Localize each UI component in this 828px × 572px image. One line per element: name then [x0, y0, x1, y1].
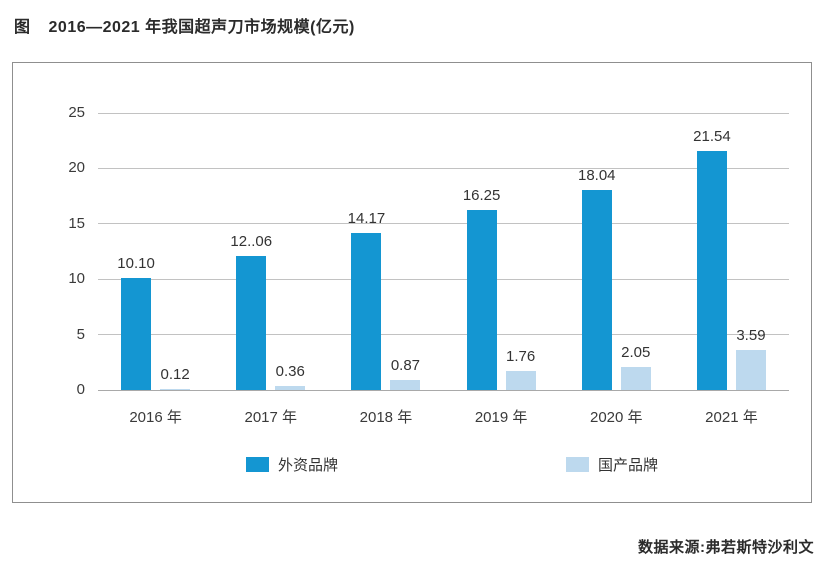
- bar-foreign: 18.04: [578, 167, 616, 390]
- x-tick-label: 2017 年: [244, 409, 298, 426]
- y-tick-label: 0: [76, 381, 85, 398]
- gridline-y15: [98, 223, 789, 225]
- plot-area: 0 5 10 15 20 25 10.10 0.12 12..06 0.36 14.17 0.87 16…: [68, 104, 789, 398]
- y-tick-label: 15: [68, 214, 85, 232]
- legend-item-domestic: 国产品牌: [565, 454, 658, 475]
- bar-value-label: 2.05: [621, 344, 651, 362]
- data-source: 数据来源:弗若斯特沙利文: [638, 539, 814, 556]
- bar-foreign: 12..06: [230, 233, 272, 390]
- x-tick-label: 2019 年: [474, 409, 528, 426]
- gridline-y0: [98, 389, 789, 391]
- y-tick-label: 25: [68, 104, 85, 121]
- bar-value-label: 0.12: [160, 365, 190, 383]
- bar-value-label: 1.76: [505, 347, 536, 365]
- gridline-y20: [98, 167, 789, 169]
- gridline-y25: [98, 112, 789, 114]
- x-axis: 2016 年 2017 年 2018 年 2019 年 2020 年 2021 年: [98, 406, 789, 427]
- bar-domestic: 3.59: [735, 327, 766, 390]
- bar-domestic: 0.36: [275, 363, 306, 390]
- figure-title: 图 2016—2021 年我国超声刀市场规模(亿元): [14, 13, 355, 37]
- bar-group-2020年: 18.04 2.05: [559, 113, 674, 390]
- legend: 外资品牌 国产品牌: [246, 454, 658, 475]
- bar-value-label: 18.04: [577, 167, 616, 185]
- bar-value-label: 10.10: [117, 255, 155, 273]
- bar-value-label: 0.36: [275, 363, 305, 381]
- bar-value-label: 14.17: [347, 210, 386, 227]
- chart-container: 0 5 10 15 20 25 10.10 0.12 12..06 0.36 14.17 0.87 16…: [12, 62, 812, 503]
- figure-label: 图: [14, 19, 31, 36]
- bar-domestic: 0.87: [390, 357, 421, 390]
- legend-swatch-foreign: [246, 457, 269, 472]
- bar-group-2017年: 12..06 0.36: [213, 113, 328, 390]
- legend-item-foreign: 外资品牌: [246, 454, 338, 475]
- bar-domestic: 1.76: [505, 348, 536, 390]
- legend-label-foreign: 外资品牌: [278, 457, 339, 474]
- bar-value-label: 21.54: [693, 128, 731, 146]
- x-tick-label: 2020 年: [590, 409, 643, 426]
- legend-label-domestic: 国产品牌: [597, 457, 658, 474]
- y-tick-label: 5: [76, 325, 85, 343]
- y-tick-label: 10: [68, 270, 85, 288]
- bar-foreign: 10.10: [117, 255, 155, 390]
- bar-value-label: 3.59: [736, 327, 766, 345]
- x-tick-label: 2018 年: [359, 409, 413, 426]
- bars-row: 10.10 0.12 12..06 0.36 14.17 0.87 16.25 1.76 18.…: [98, 113, 789, 390]
- y-tick-label: 20: [68, 159, 85, 177]
- bar-group-2021年: 21.54 3.59: [674, 113, 789, 390]
- legend-swatch-domestic: [565, 457, 589, 472]
- bar-value-label: 0.87: [390, 357, 421, 375]
- x-tick-label: 2016 年: [129, 409, 182, 426]
- bar-group-2019年: 16.25 1.76: [444, 113, 559, 390]
- bar-group-2016年: 10.10 0.12: [98, 113, 213, 390]
- gridline-y5: [98, 334, 789, 336]
- bar-value-label: 16.25: [462, 186, 501, 204]
- bar-group-2018年: 14.17 0.87: [328, 113, 443, 390]
- bar-foreign: 21.54: [693, 128, 731, 390]
- gridline-y10: [98, 278, 789, 280]
- bar-domestic: 2.05: [620, 344, 651, 390]
- bar-value-label: 12..06: [230, 233, 273, 251]
- bar-domestic: 0.12: [160, 366, 191, 390]
- x-tick-label: 2021 年: [705, 409, 758, 426]
- bar-foreign: 14.17: [348, 210, 385, 390]
- bar-foreign: 16.25: [463, 187, 500, 390]
- figure-title-text: 2016—2021 年我国超声刀市场规模(亿元): [48, 19, 355, 36]
